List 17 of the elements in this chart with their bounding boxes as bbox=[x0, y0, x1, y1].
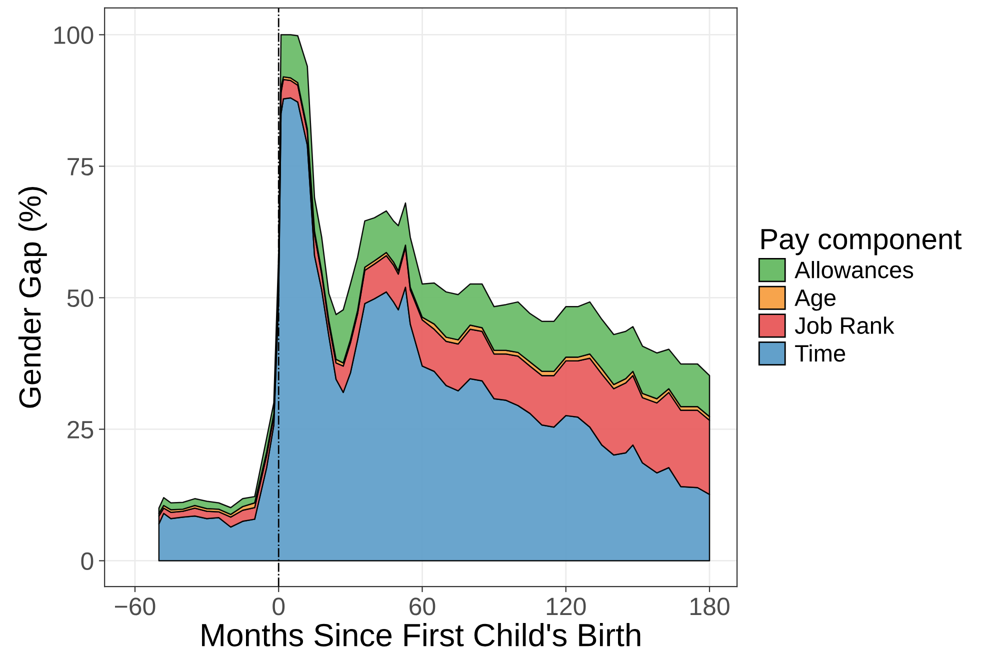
y-tick-label: 50 bbox=[67, 289, 94, 308]
x-tick-label: 0 bbox=[272, 598, 285, 616]
y-tick-label: 100 bbox=[54, 26, 94, 44]
legend-label: Time bbox=[795, 344, 846, 362]
x-tick-label: 180 bbox=[690, 598, 730, 616]
x-tick-label: 60 bbox=[410, 598, 436, 616]
x-tick-label: −60 bbox=[115, 598, 156, 616]
x-tick-label: 120 bbox=[546, 598, 586, 616]
legend-label: Job Rank bbox=[794, 316, 894, 334]
x-axis-title: Months Since First Child's Birth bbox=[202, 623, 640, 646]
y-tick-label: 25 bbox=[68, 420, 94, 439]
y-tick-label: 0 bbox=[81, 552, 94, 570]
legend-label: Allowances bbox=[794, 260, 914, 278]
legend-label: Age bbox=[794, 290, 836, 311]
y-axis-title: Gender Gap (%) bbox=[18, 187, 47, 408]
legend-title: Pay component bbox=[762, 229, 962, 256]
y-tick-label: 75 bbox=[68, 158, 94, 176]
